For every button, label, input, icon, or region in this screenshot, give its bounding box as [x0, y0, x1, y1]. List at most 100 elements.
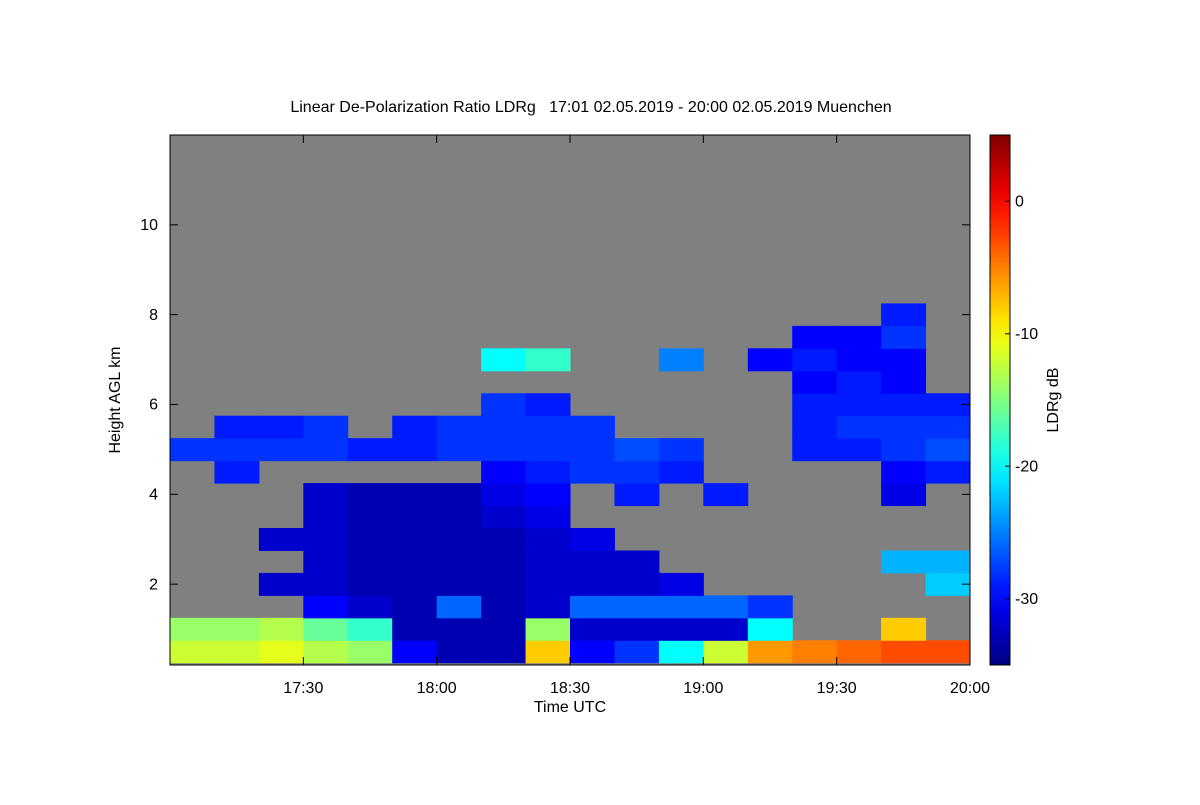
- heatmap-cell: [481, 550, 527, 574]
- heatmap-cell: [614, 550, 660, 574]
- heatmap-cell: [792, 640, 838, 664]
- heatmap-cell: [658, 348, 704, 372]
- heatmap-cell: [214, 640, 260, 664]
- heatmap-cell: [836, 415, 882, 439]
- heatmap-cell: [303, 595, 349, 619]
- heatmap-cell: [347, 640, 393, 664]
- heatmap-cell: [836, 325, 882, 349]
- x-tick-label: 18:00: [417, 680, 457, 697]
- heatmap-cell: [836, 640, 882, 664]
- heatmap-cell: [925, 550, 970, 574]
- heatmap-cell: [614, 483, 660, 507]
- heatmap-cell: [836, 370, 882, 394]
- heatmap-cell: [525, 617, 571, 641]
- heatmap-cell: [881, 483, 927, 507]
- heatmap-cell: [881, 348, 927, 372]
- heatmap-cell: [703, 617, 749, 641]
- heatmap-cell: [614, 460, 660, 484]
- heatmap-cell: [658, 572, 704, 596]
- heatmap-cell: [170, 617, 215, 641]
- colorbar: [989, 134, 1011, 666]
- heatmap-cell: [925, 460, 970, 484]
- heatmap-cell: [925, 438, 970, 462]
- x-tick-label: 17:30: [283, 680, 323, 697]
- heatmap-cell: [925, 640, 970, 664]
- heatmap-cell: [525, 505, 571, 529]
- y-tick-label: 4: [149, 487, 158, 504]
- heatmap-cell: [481, 415, 527, 439]
- heatmap-cell: [703, 640, 749, 664]
- heatmap-cell: [836, 348, 882, 372]
- heatmap-cell: [303, 415, 349, 439]
- heatmap-cell: [570, 415, 615, 439]
- heatmap-cell: [881, 617, 927, 641]
- heatmap-cell: [258, 438, 304, 462]
- heatmap-cell: [436, 438, 482, 462]
- heatmap-cell: [392, 528, 438, 551]
- heatmap-cell: [347, 572, 393, 596]
- y-tick-label: 8: [149, 307, 158, 324]
- heatmap-cell: [792, 438, 838, 462]
- heatmap-cell: [525, 595, 571, 619]
- x-tick-label: 18:30: [550, 680, 590, 697]
- heatmap-cell: [525, 348, 571, 372]
- heatmap-cell: [747, 595, 793, 619]
- heatmap-cell: [392, 505, 438, 529]
- heatmap-cell: [392, 483, 438, 507]
- heatmap-cell: [925, 572, 970, 596]
- heatmap-cell: [392, 550, 438, 574]
- heatmap-cell: [703, 595, 749, 619]
- heatmap-cell: [570, 640, 615, 664]
- heatmap-cell: [481, 438, 527, 462]
- heatmap-cell: [525, 393, 571, 417]
- heatmap-cell: [614, 438, 660, 462]
- heatmap-cell: [392, 595, 438, 619]
- heatmap-cell: [214, 460, 260, 484]
- heatmap-cell: [525, 572, 571, 596]
- heatmap-cell: [525, 438, 571, 462]
- heatmap-cell: [703, 483, 749, 507]
- heatmap-cell: [881, 438, 927, 462]
- heatmap-cell: [258, 528, 304, 551]
- y-tick-label: 2: [149, 576, 158, 593]
- heatmap-cell: [792, 370, 838, 394]
- heatmap-cell: [214, 438, 260, 462]
- heatmap-cell: [392, 640, 438, 664]
- heatmap-cell: [214, 617, 260, 641]
- heatmap-cell: [525, 483, 571, 507]
- heatmap-cells: [170, 303, 970, 664]
- heatmap-cell: [436, 528, 482, 551]
- y-tick-label: 6: [149, 397, 158, 414]
- heatmap-cell: [881, 415, 927, 439]
- chart-title: Linear De-Polarization Ratio LDRg 17:01 …: [290, 99, 891, 116]
- heatmap-cell: [570, 438, 615, 462]
- heatmap-cell: [658, 438, 704, 462]
- heatmap-cell: [658, 617, 704, 641]
- heatmap-cell: [614, 617, 660, 641]
- heatmap-cell: [258, 572, 304, 596]
- heatmap-cell: [258, 640, 304, 664]
- heatmap-cell: [881, 370, 927, 394]
- heatmap-cell: [303, 528, 349, 551]
- heatmap-cell: [170, 438, 215, 462]
- heatmap-cell: [614, 595, 660, 619]
- heatmap-cell: [303, 640, 349, 664]
- heatmap-cell: [392, 438, 438, 462]
- heatmap-cell: [436, 505, 482, 529]
- heatmap-cell: [436, 640, 482, 664]
- heatmap-cell: [481, 595, 527, 619]
- heatmap-cell: [525, 640, 571, 664]
- heatmap-cell: [525, 528, 571, 551]
- heatmap-cell: [570, 528, 615, 551]
- heatmap-cell: [347, 595, 393, 619]
- heatmap-cell: [881, 393, 927, 417]
- heatmap-cell: [392, 415, 438, 439]
- heatmap-cell: [481, 528, 527, 551]
- heatmap-cell: [614, 640, 660, 664]
- heatmap-cell: [481, 393, 527, 417]
- heatmap-cell: [836, 393, 882, 417]
- heatmap-cell: [881, 640, 927, 664]
- heatmap-cell: [347, 528, 393, 551]
- heatmap-cell: [570, 617, 615, 641]
